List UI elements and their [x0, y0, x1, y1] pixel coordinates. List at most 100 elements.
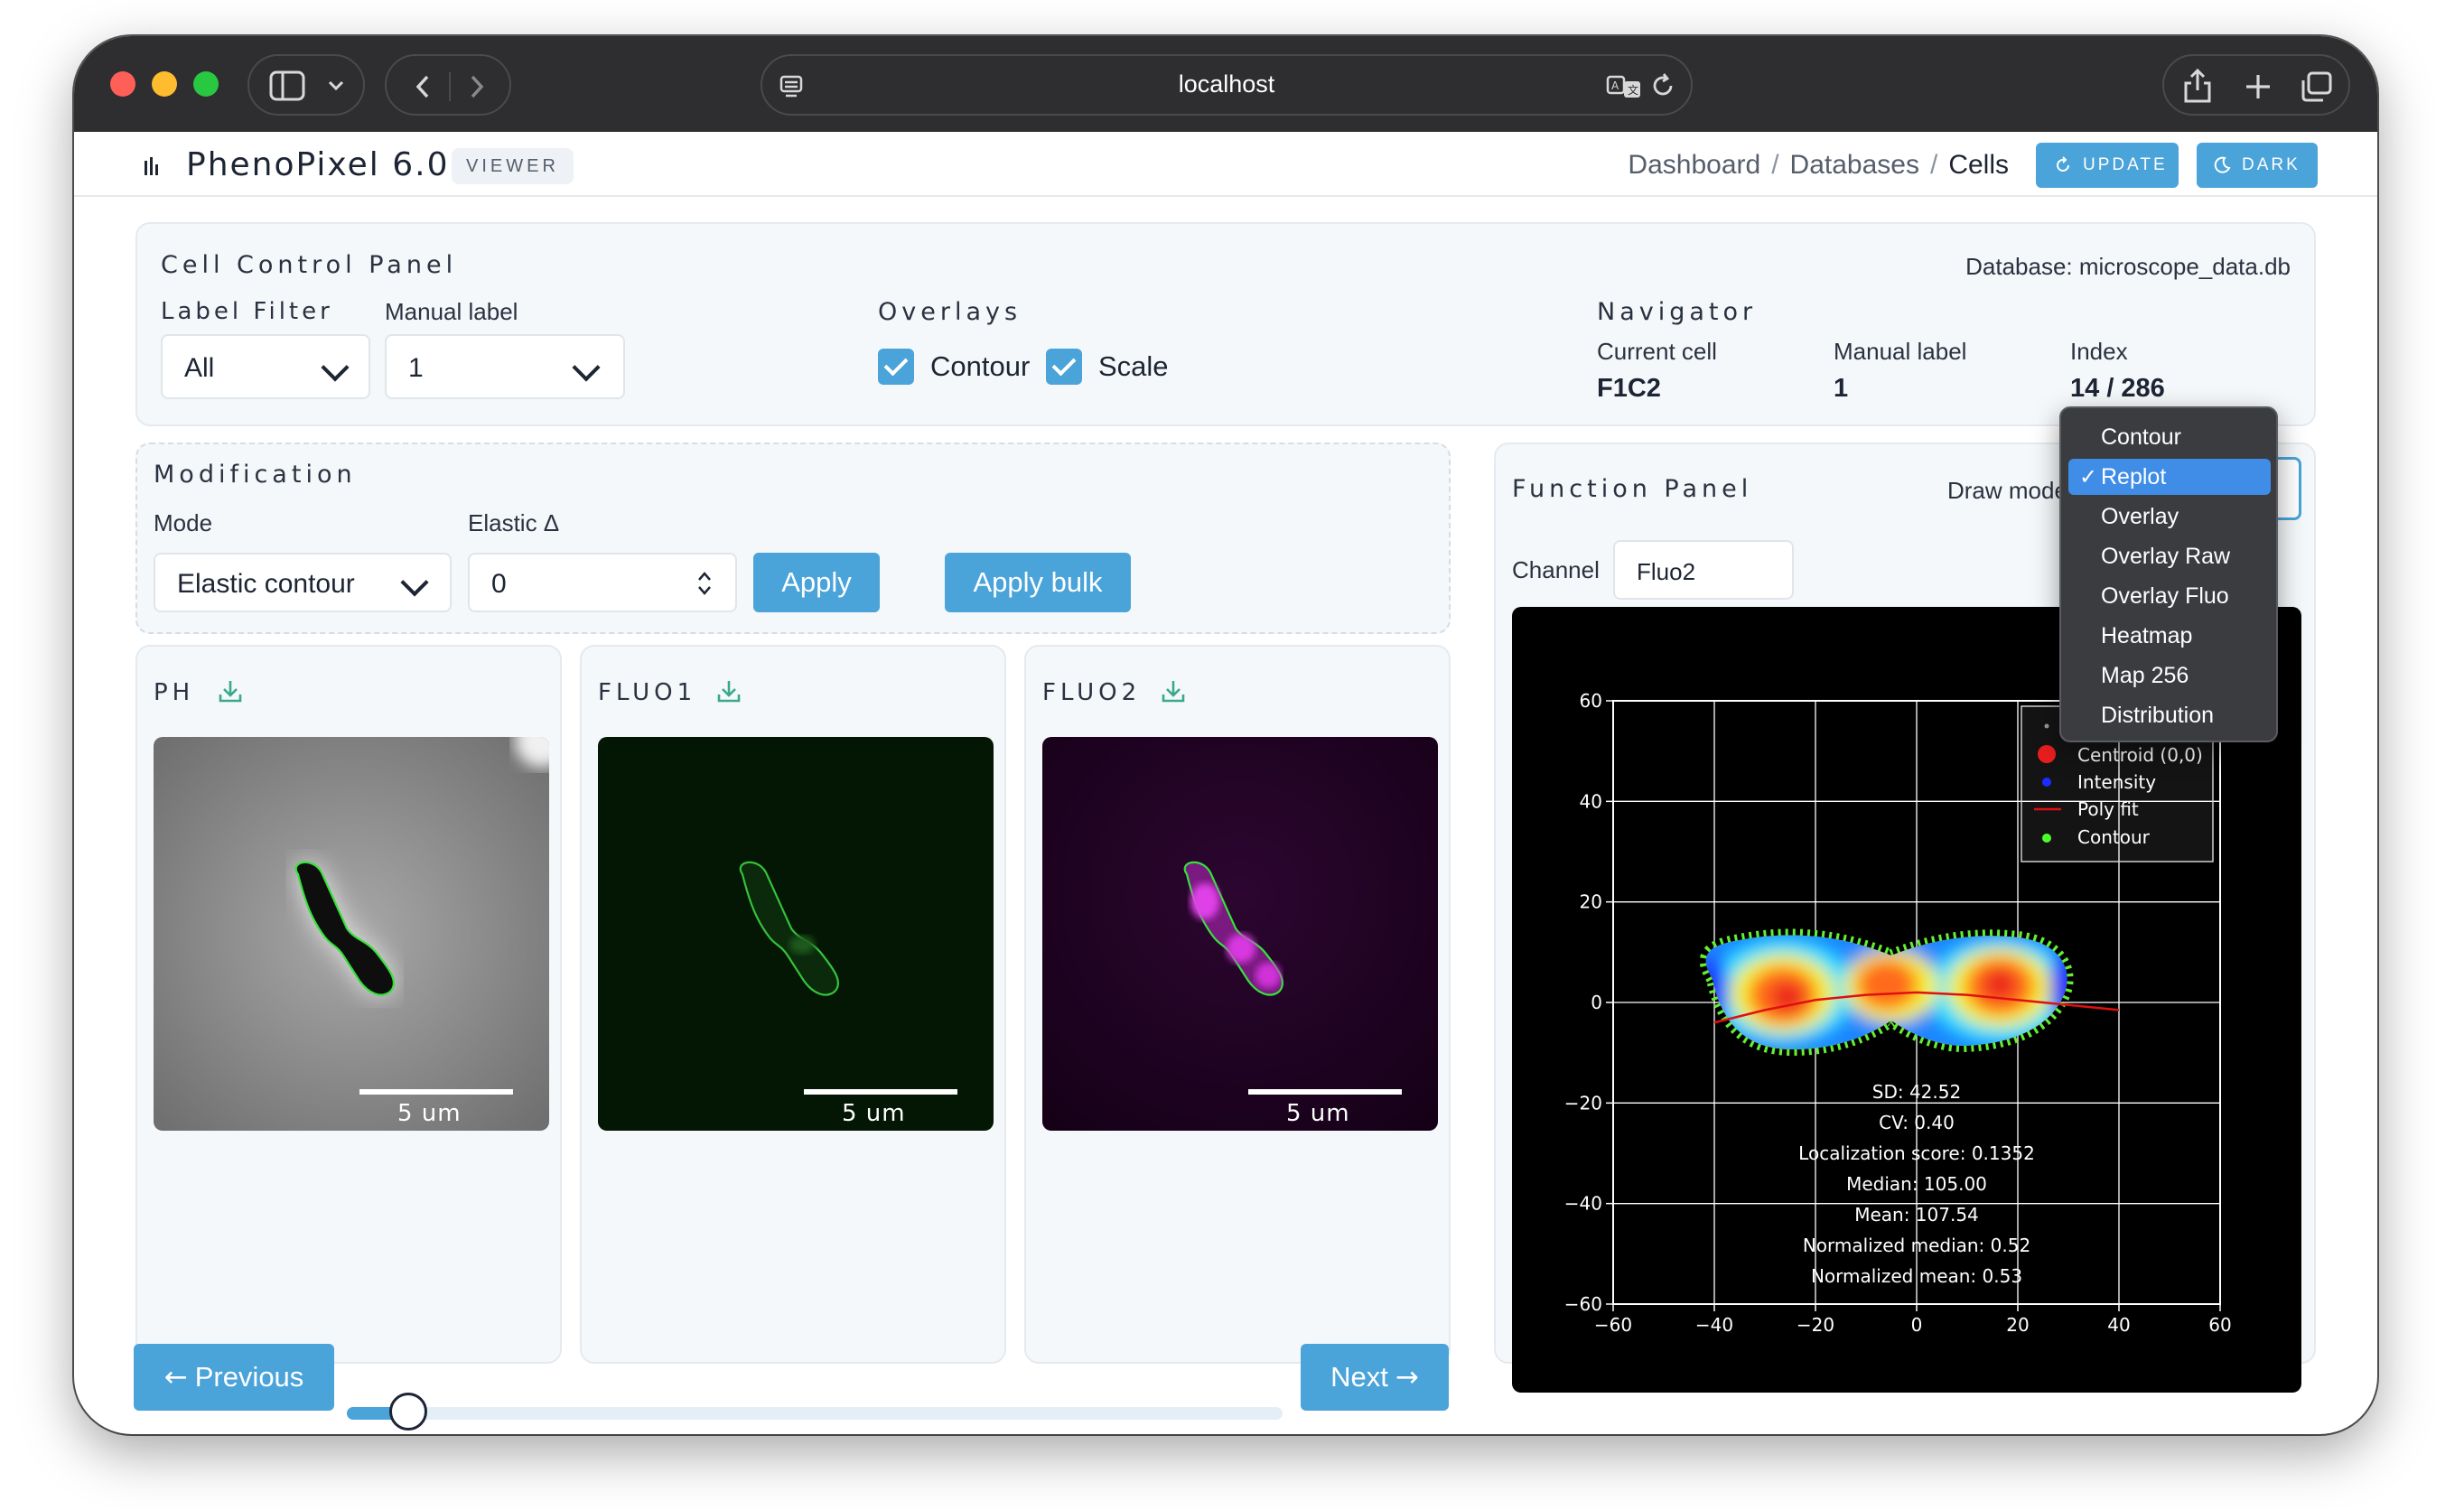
fluo2-image-card: FLUO2 5 um — [1024, 645, 1451, 1364]
cell-slider-handle[interactable] — [388, 1393, 427, 1431]
stat-localization-score: Localization score: 0.1352 — [1798, 1142, 2035, 1164]
refresh-icon — [2057, 156, 2069, 172]
previous-button[interactable]: ← Previous — [134, 1344, 334, 1411]
chevron-down-icon[interactable] — [327, 79, 345, 92]
dark-mode-button[interactable]: DARK — [2197, 143, 2318, 188]
stat-sd: SD: 42.52 — [1872, 1081, 1961, 1103]
chevron-down-icon — [321, 353, 350, 382]
new-tab-icon[interactable] — [2244, 72, 2273, 101]
stat-median: Median: 105.00 — [1846, 1173, 1987, 1195]
draw-mode-option-map-256[interactable]: Map 256 — [2101, 663, 2189, 688]
legend-intensity: Intensity — [2077, 771, 2156, 793]
download-icon[interactable] — [1160, 677, 1187, 704]
scale-checkbox[interactable] — [1046, 349, 1082, 385]
scale-bar — [359, 1089, 513, 1095]
ph-image: 5 um — [154, 737, 549, 1131]
fluo1-title: FLUO1 — [598, 679, 697, 706]
draw-mode-option-contour[interactable]: Contour — [2101, 424, 2181, 450]
elastic-delta-input[interactable]: 0 — [468, 553, 737, 612]
cell-slider-track[interactable] — [347, 1407, 1283, 1420]
chart-stats: SD: 42.52 CV: 0.40 Localization score: 0… — [1798, 1081, 2035, 1287]
draw-mode-option-overlay-raw[interactable]: Overlay Raw — [2101, 544, 2231, 569]
index-label: Index — [2070, 338, 2128, 365]
sidebar-toggle-group[interactable] — [247, 54, 365, 116]
channel-select[interactable]: Fluo2 — [1613, 540, 1794, 600]
poly-fit-line — [1713, 991, 2120, 1024]
index-value: 14 / 286 — [2070, 374, 2165, 403]
mode-select[interactable]: Elastic contour — [154, 553, 452, 612]
viewer-badge: VIEWER — [452, 148, 574, 184]
reload-icon[interactable] — [1649, 72, 1676, 99]
fluo1-image: 5 um — [598, 737, 994, 1131]
cell-slider-fill — [347, 1407, 402, 1420]
scale-bar — [804, 1089, 957, 1095]
fluo1-image-card: FLUO1 5 um — [580, 645, 1006, 1364]
forward-icon[interactable] — [468, 74, 486, 99]
contour-checkbox[interactable] — [878, 349, 914, 385]
previous-button-label: Previous — [194, 1361, 304, 1393]
scale-label: 5 um — [842, 1100, 906, 1127]
tab-overview-icon[interactable] — [2300, 70, 2334, 103]
apply-bulk-button[interactable]: Apply bulk — [945, 553, 1131, 612]
x-tick-label: −40 — [1695, 1314, 1733, 1336]
draw-mode-option-heatmap[interactable]: Heatmap — [2101, 623, 2193, 648]
app-header: PhenoPixel 6.0 VIEWER Dashboard / Database… — [74, 132, 2377, 197]
page-menu-icon[interactable] — [779, 74, 804, 99]
database-name: Database: microscope_data.db — [1965, 253, 2291, 280]
legend-marker-contour — [2042, 834, 2051, 843]
label-filter-value: All — [184, 353, 215, 383]
stepper-icon[interactable] — [695, 569, 714, 598]
stat-cv: CV: 0.40 — [1879, 1112, 1955, 1133]
logo-icon — [145, 157, 158, 175]
chevron-down-icon — [572, 353, 601, 382]
breadcrumb-dashboard[interactable]: Dashboard — [1628, 150, 1761, 180]
y-tick-label: 40 — [1580, 790, 1602, 812]
breadcrumb-databases[interactable]: Databases — [1789, 150, 1919, 180]
y-tick-label: 60 — [1580, 690, 1602, 712]
stat-mean: Mean: 107.54 — [1854, 1204, 1979, 1226]
moon-icon — [2214, 156, 2231, 173]
draw-mode-option-replot[interactable]: ✓ Replot — [2068, 459, 2271, 495]
ph-image-card: PH 5 um — [135, 645, 562, 1364]
fluo2-image: 5 um — [1042, 737, 1438, 1131]
draw-mode-option-overlay-fluo[interactable]: Overlay Fluo — [2101, 583, 2229, 609]
download-icon[interactable] — [217, 677, 244, 704]
stat-normalized-median: Normalized median: 0.52 — [1803, 1235, 2030, 1256]
checkmark-icon: ✓ — [2079, 464, 2098, 489]
url-text: localhost — [1178, 70, 1275, 98]
share-icon[interactable] — [2182, 67, 2213, 105]
arrow-right-icon: → — [1395, 1361, 1419, 1393]
chart-ticks: −60 −40 −20 0 20 40 60 60 40 20 0 −20 −40 −60 — [1564, 690, 2232, 1336]
contour-checkbox-label: Contour — [930, 350, 1031, 382]
label-filter-select[interactable]: All — [161, 334, 370, 399]
draw-mode-option-distribution[interactable]: Distribution — [2101, 703, 2215, 728]
navigator-title: Navigator — [1597, 298, 1758, 326]
x-tick-label: 0 — [1911, 1314, 1923, 1336]
draw-mode-label: Draw mode — [1947, 477, 2067, 504]
legend-marker-point — [2044, 723, 2049, 729]
breadcrumb-separator: / — [1929, 150, 1938, 180]
scale-label: 5 um — [397, 1100, 462, 1127]
apply-button[interactable]: Apply — [753, 553, 880, 612]
update-button[interactable]: UPDATE — [2036, 143, 2179, 188]
manual-label-select[interactable]: 1 — [385, 334, 625, 399]
y-tick-label: −40 — [1564, 1193, 1602, 1215]
x-tick-label: −20 — [1797, 1314, 1834, 1336]
function-panel-title: Function Panel — [1512, 475, 1753, 503]
minimize-window-button[interactable] — [152, 71, 177, 97]
elastic-delta-label: Elastic Δ — [468, 509, 560, 536]
close-window-button[interactable] — [110, 71, 135, 97]
zoom-window-button[interactable] — [193, 71, 219, 97]
next-button[interactable]: Next → — [1301, 1344, 1449, 1411]
download-icon[interactable] — [715, 677, 742, 704]
cell-control-panel: Cell Control Panel Database: microscope_… — [135, 222, 2316, 426]
stat-normalized-mean: Normalized mean: 0.53 — [1811, 1265, 2022, 1287]
chevron-down-icon — [400, 568, 429, 597]
sidebar-icon[interactable] — [269, 70, 305, 101]
back-icon[interactable] — [414, 74, 432, 99]
legend-centroid: Centroid (0,0) — [2077, 744, 2203, 766]
draw-mode-option-overlay[interactable]: Overlay — [2101, 504, 2179, 529]
